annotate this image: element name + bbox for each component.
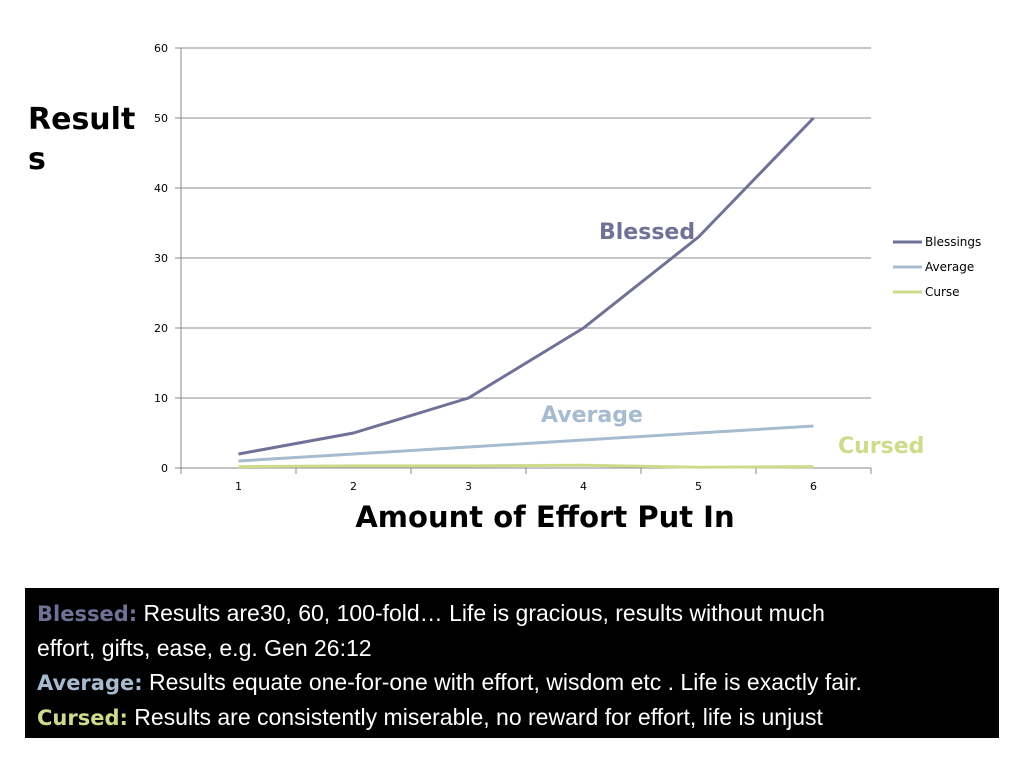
annotation-blessed: Blessed: [599, 220, 696, 245]
cursed-description: Results are consistently miserable, no r…: [134, 704, 823, 730]
blessed-description-1: Results are30, 60, 100-fold… Life is gra…: [143, 600, 825, 626]
x-tick-label: 6: [810, 480, 817, 493]
x-tick-label: 5: [695, 480, 702, 493]
term-average: Average:: [37, 671, 143, 695]
y-axis-title: Results: [28, 102, 136, 177]
y-tick-label: 60: [154, 42, 168, 55]
line-chart: 0 10 20 30 40 50 60 1 2 3 4 5 6 Blessings Average Curs…: [154, 42, 981, 493]
blessed-description-2: effort, gifts, ease, e.g. Gen 26:12: [37, 635, 372, 661]
gridlines: [181, 47, 871, 469]
y-tick-label: 0: [161, 462, 168, 475]
explanation-box: Blessed: Results are30, 60, 100-fold… Li…: [25, 588, 999, 738]
legend-label-curse: Curse: [925, 285, 960, 299]
x-tick-label: 3: [465, 480, 472, 493]
explanation-row-cursed: Cursed: Results are consistently miserab…: [37, 700, 989, 735]
annotation-average: Average: [541, 403, 643, 428]
x-axis-title: Amount of Effort Put In: [355, 500, 735, 534]
term-cursed: Cursed:: [37, 706, 128, 730]
explanation-row-blessed-cont: effort, gifts, ease, e.g. Gen 26:12: [37, 631, 989, 665]
explanation-row-average: Average: Results equate one-for-one with…: [37, 665, 989, 700]
series-line-blessings: [238, 116, 815, 456]
y-tick-label: 50: [154, 112, 168, 125]
legend-label-average: Average: [925, 260, 974, 274]
explanation-row-blessed: Blessed: Results are30, 60, 100-fold… Li…: [37, 596, 989, 631]
term-blessed: Blessed:: [37, 602, 138, 626]
y-tick-label: 30: [154, 252, 168, 265]
x-tick-label: 1: [235, 480, 242, 493]
x-tick-label: 4: [580, 480, 587, 493]
legend-label-blessings: Blessings: [925, 235, 981, 249]
axes: 0 10 20 30 40 50 60 1 2 3 4 5 6: [154, 42, 872, 493]
x-tick-label: 2: [350, 480, 357, 493]
series-lines: [238, 116, 815, 469]
annotation-cursed: Cursed: [838, 434, 925, 459]
y-tick-label: 40: [154, 182, 168, 195]
legend: Blessings Average Curse: [893, 235, 981, 299]
average-description: Results equate one-for-one with effort, …: [149, 669, 862, 695]
series-line-average: [238, 424, 814, 463]
y-tick-label: 20: [154, 322, 168, 335]
series-line-curse: [238, 463, 814, 469]
y-tick-label: 10: [154, 392, 168, 405]
